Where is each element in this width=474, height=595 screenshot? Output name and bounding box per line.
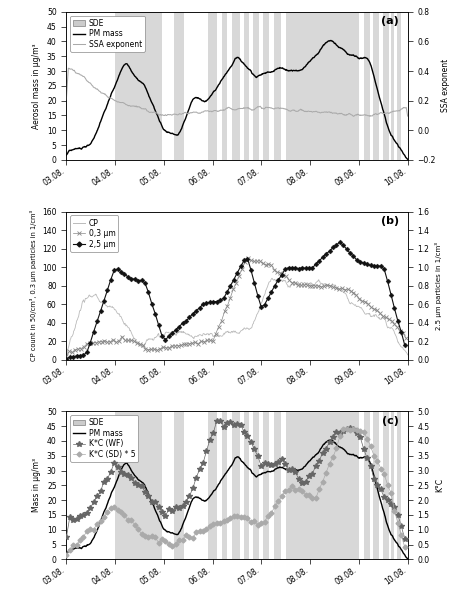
Bar [364, 411, 370, 559]
Bar [174, 12, 183, 160]
Bar [263, 12, 269, 160]
Bar [391, 411, 394, 559]
Bar [244, 411, 249, 559]
Y-axis label: 2.5 μm particles in 1/cm³: 2.5 μm particles in 1/cm³ [435, 242, 442, 330]
Bar [397, 12, 401, 160]
Text: (b): (b) [381, 216, 399, 226]
Bar [232, 411, 240, 559]
Bar [222, 411, 228, 559]
Bar [286, 12, 359, 160]
Bar [244, 12, 249, 160]
Bar [208, 12, 217, 160]
Bar [373, 12, 379, 160]
Legend: SDE, PM mass, SSA exponent: SDE, PM mass, SSA exponent [70, 15, 145, 52]
Bar [232, 12, 240, 160]
Bar [373, 411, 379, 559]
Bar [222, 12, 228, 160]
Bar [274, 12, 281, 160]
Y-axis label: Mass in μg/m³: Mass in μg/m³ [32, 458, 41, 512]
Bar [174, 411, 183, 559]
Bar [383, 12, 389, 160]
Bar [115, 12, 162, 160]
Y-axis label: SSA exponent: SSA exponent [441, 60, 450, 112]
Bar [397, 411, 401, 559]
Bar [391, 12, 394, 160]
Legend: SDE, PM mass, K*C (WF), K*C (SD) * 5: SDE, PM mass, K*C (WF), K*C (SD) * 5 [70, 415, 138, 462]
Text: (c): (c) [382, 416, 399, 426]
Text: (a): (a) [382, 16, 399, 26]
Y-axis label: Aerosol mass in μg/m³: Aerosol mass in μg/m³ [32, 43, 41, 129]
Legend: CP, 0,3 μm, 2,5 μm: CP, 0,3 μm, 2,5 μm [70, 215, 118, 252]
Bar [364, 12, 370, 160]
Y-axis label: CP count in 50/cm³, 0.3 μm particles in 1/cm³: CP count in 50/cm³, 0.3 μm particles in … [29, 210, 36, 361]
Y-axis label: K°C: K°C [435, 478, 444, 493]
Bar [115, 411, 162, 559]
Bar [254, 411, 259, 559]
Bar [286, 411, 359, 559]
Bar [274, 411, 281, 559]
Bar [254, 12, 259, 160]
Bar [208, 411, 217, 559]
Bar [383, 411, 389, 559]
Bar [263, 411, 269, 559]
